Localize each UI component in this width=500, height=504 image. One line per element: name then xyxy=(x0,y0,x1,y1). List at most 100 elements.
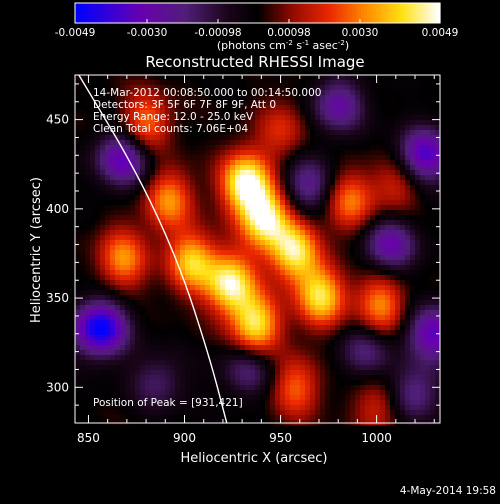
heatmap-cell xyxy=(420,330,425,335)
heatmap-cell xyxy=(425,105,430,110)
heatmap-cell xyxy=(285,300,290,305)
heatmap-cell xyxy=(120,325,125,330)
heatmap-cell xyxy=(235,145,240,150)
heatmap-cell xyxy=(360,305,365,310)
heatmap-cell xyxy=(225,270,230,275)
heatmap-cell xyxy=(290,330,295,335)
heatmap-cell xyxy=(190,250,195,255)
heatmap-cell xyxy=(275,405,280,410)
heatmap-cell xyxy=(110,165,115,170)
heatmap-cell xyxy=(295,165,300,170)
heatmap-cell xyxy=(410,240,415,245)
heatmap-cell xyxy=(285,245,290,250)
heatmap-cell xyxy=(330,120,335,125)
heatmap-cell xyxy=(285,180,290,185)
heatmap-cell xyxy=(180,360,185,365)
heatmap-cell xyxy=(100,185,105,190)
heatmap-cell xyxy=(340,365,345,370)
heatmap-cell xyxy=(340,370,345,375)
heatmap-cell xyxy=(425,80,430,85)
heatmap-cell xyxy=(185,165,190,170)
heatmap-cell xyxy=(110,260,115,265)
heatmap-cell xyxy=(235,360,240,365)
heatmap-cell xyxy=(125,280,130,285)
heatmap-cell xyxy=(370,395,375,400)
heatmap-cell xyxy=(120,220,125,225)
heatmap-cell xyxy=(370,270,375,275)
heatmap-cell xyxy=(310,370,315,375)
heatmap-cell xyxy=(345,225,350,230)
heatmap-cell xyxy=(360,125,365,130)
heatmap-cell xyxy=(405,400,410,405)
heatmap-cell xyxy=(385,135,390,140)
heatmap-cell xyxy=(75,140,80,145)
heatmap-cell xyxy=(240,270,245,275)
heatmap-cell xyxy=(225,305,230,310)
heatmap-cell xyxy=(385,250,390,255)
heatmap-cell xyxy=(330,340,335,345)
heatmap-cell xyxy=(90,75,95,80)
heatmap-cell xyxy=(425,365,430,370)
heatmap-cell xyxy=(230,150,235,155)
heatmap-cell xyxy=(325,340,330,345)
heatmap-cell xyxy=(245,80,250,85)
heatmap-cell xyxy=(315,160,320,165)
heatmap-cell xyxy=(420,335,425,340)
heatmap-cell xyxy=(305,180,310,185)
heatmap-cell xyxy=(405,145,410,150)
heatmap-cell xyxy=(110,385,115,390)
heatmap-cell xyxy=(105,225,110,230)
heatmap-cell xyxy=(155,300,160,305)
heatmap-cell xyxy=(375,85,380,90)
heatmap-cell xyxy=(365,75,370,80)
heatmap-cell xyxy=(150,290,155,295)
heatmap-cell xyxy=(115,315,120,320)
heatmap-cell xyxy=(390,315,395,320)
heatmap-cell xyxy=(340,170,345,175)
heatmap-cell xyxy=(85,365,90,370)
heatmap-cell xyxy=(280,115,285,120)
heatmap-cell xyxy=(205,180,210,185)
heatmap-cell xyxy=(315,115,320,120)
heatmap-cell xyxy=(400,170,405,175)
heatmap-cell xyxy=(360,255,365,260)
heatmap-cell xyxy=(280,395,285,400)
heatmap-cell xyxy=(400,350,405,355)
heatmap-cell xyxy=(255,380,260,385)
heatmap-cell xyxy=(265,150,270,155)
heatmap-cell xyxy=(285,215,290,220)
heatmap-cell xyxy=(300,240,305,245)
heatmap-cell xyxy=(115,355,120,360)
heatmap-cell xyxy=(295,385,300,390)
heatmap-cell xyxy=(135,145,140,150)
heatmap-cell xyxy=(195,185,200,190)
heatmap-cell xyxy=(250,340,255,345)
heatmap-cell xyxy=(370,100,375,105)
heatmap-cell xyxy=(310,140,315,145)
heatmap-cell xyxy=(185,215,190,220)
heatmap-cell xyxy=(245,230,250,235)
heatmap-cell xyxy=(125,165,130,170)
heatmap-cell xyxy=(360,155,365,160)
heatmap-cell xyxy=(280,140,285,145)
heatmap-cell xyxy=(325,140,330,145)
heatmap-cell xyxy=(205,265,210,270)
heatmap-cell xyxy=(385,205,390,210)
heatmap-cell xyxy=(285,230,290,235)
heatmap-cell xyxy=(265,205,270,210)
heatmap-cell xyxy=(370,210,375,215)
heatmap-cell xyxy=(205,245,210,250)
heatmap-cell xyxy=(180,190,185,195)
heatmap-cell xyxy=(410,280,415,285)
heatmap-cell xyxy=(185,340,190,345)
heatmap-cell xyxy=(235,190,240,195)
heatmap-cell xyxy=(95,255,100,260)
heatmap-cell xyxy=(165,320,170,325)
heatmap-cell xyxy=(125,195,130,200)
heatmap-cell xyxy=(310,135,315,140)
heatmap-cell xyxy=(415,145,420,150)
heatmap-cell xyxy=(155,145,160,150)
heatmap-cell xyxy=(255,255,260,260)
heatmap-cell xyxy=(105,200,110,205)
heatmap-cell xyxy=(235,235,240,240)
